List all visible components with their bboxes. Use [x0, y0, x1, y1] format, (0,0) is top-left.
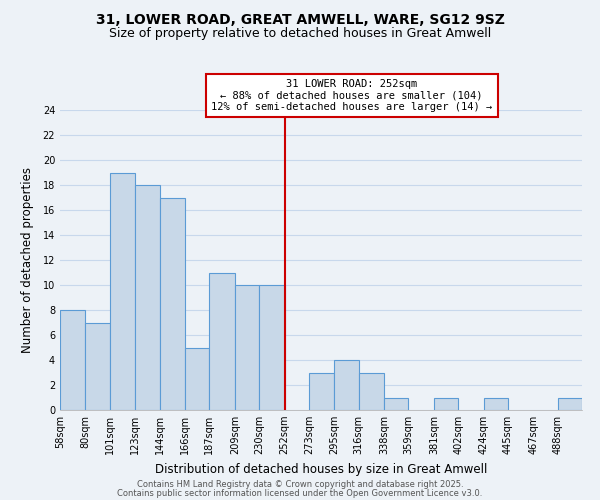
Bar	[160, 198, 185, 410]
Text: 31 LOWER ROAD: 252sqm
← 88% of detached houses are smaller (104)
12% of semi-det: 31 LOWER ROAD: 252sqm ← 88% of detached …	[211, 78, 492, 112]
Text: 31, LOWER ROAD, GREAT AMWELL, WARE, SG12 9SZ: 31, LOWER ROAD, GREAT AMWELL, WARE, SG12…	[95, 12, 505, 26]
Bar	[434, 398, 458, 410]
Bar	[185, 348, 209, 410]
Text: Size of property relative to detached houses in Great Amwell: Size of property relative to detached ho…	[109, 28, 491, 40]
Bar	[135, 185, 160, 410]
Y-axis label: Number of detached properties: Number of detached properties	[22, 167, 34, 353]
X-axis label: Distribution of detached houses by size in Great Amwell: Distribution of detached houses by size …	[155, 462, 487, 475]
Bar	[557, 398, 582, 410]
Bar	[85, 322, 110, 410]
Text: Contains HM Land Registry data © Crown copyright and database right 2025.: Contains HM Land Registry data © Crown c…	[137, 480, 463, 489]
Bar	[384, 398, 409, 410]
Bar	[259, 285, 284, 410]
Bar	[359, 372, 384, 410]
Bar	[110, 172, 135, 410]
Bar	[309, 372, 334, 410]
Bar	[209, 272, 235, 410]
Bar	[334, 360, 359, 410]
Bar	[60, 310, 85, 410]
Text: Contains public sector information licensed under the Open Government Licence v3: Contains public sector information licen…	[118, 488, 482, 498]
Bar	[484, 398, 508, 410]
Bar	[235, 285, 259, 410]
